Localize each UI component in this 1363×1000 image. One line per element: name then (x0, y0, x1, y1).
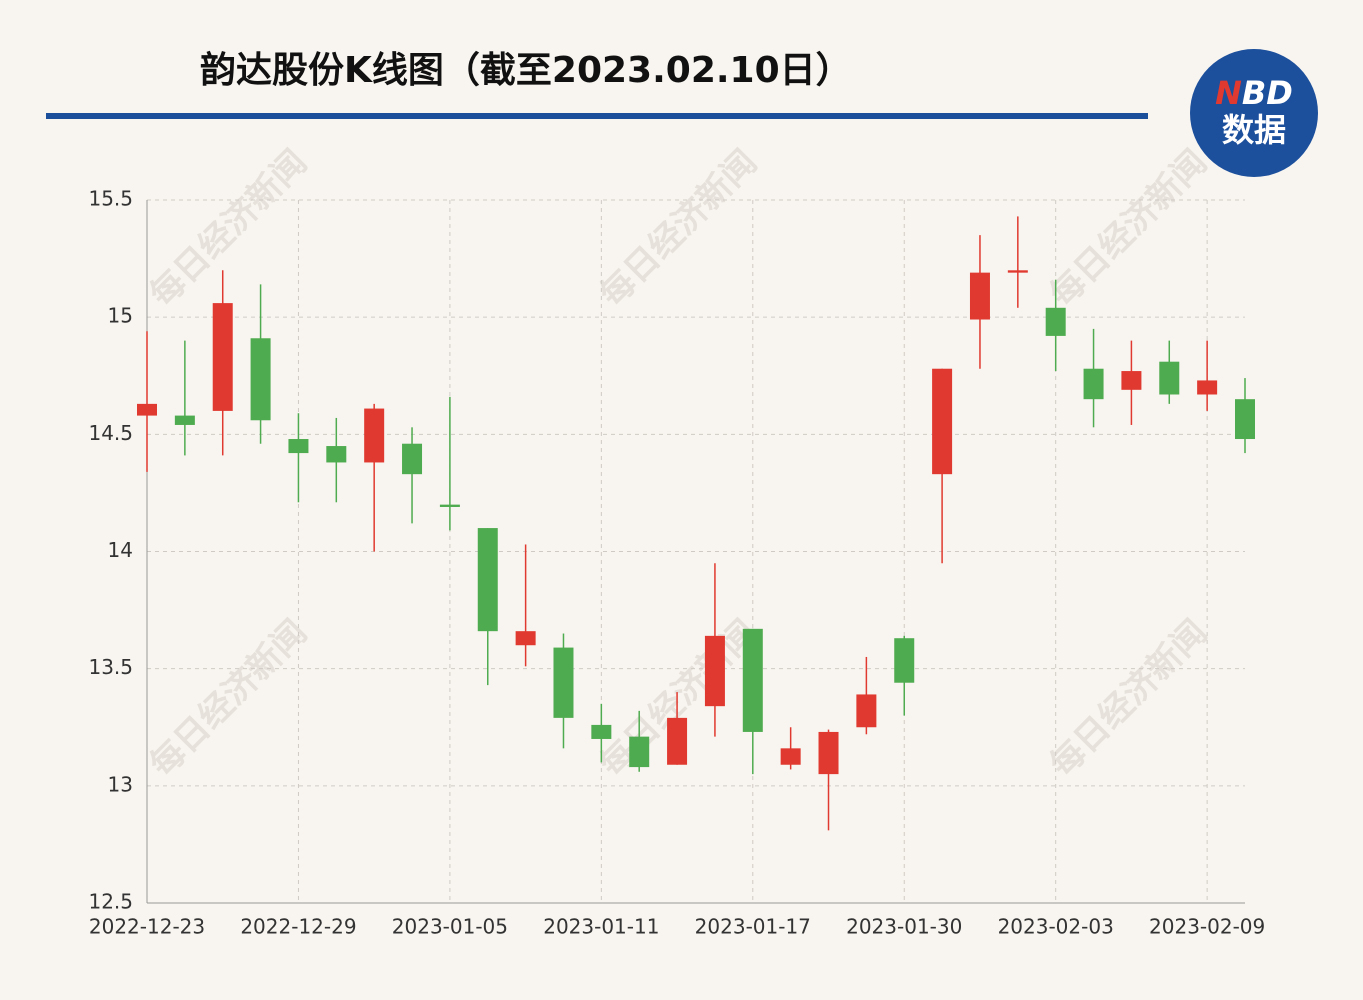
candle-body (553, 647, 574, 718)
candle-body (969, 272, 990, 320)
y-tick-label: 14 (108, 538, 133, 562)
candle-body (439, 504, 460, 507)
logo-sub: 数据 (1222, 111, 1286, 149)
candle-body (856, 694, 877, 728)
candle-body (1083, 368, 1104, 400)
x-tick-label: 2023-01-11 (543, 915, 659, 939)
y-tick-label: 13.5 (88, 655, 133, 679)
candle-body (932, 368, 953, 475)
candle-body (818, 731, 839, 775)
candle-body (742, 628, 763, 732)
chart-title: 韵达股份K线图（截至2023.02.10日） (200, 50, 852, 91)
y-tick-label: 14.5 (88, 421, 133, 445)
y-tick-label: 13 (108, 772, 133, 796)
y-tick-label: 15.5 (88, 187, 133, 211)
x-tick-label: 2023-01-05 (392, 915, 508, 939)
logo-n: N (1215, 74, 1242, 112)
title-rule (46, 113, 1148, 119)
candle-body (477, 528, 498, 632)
candle-body (1159, 361, 1180, 395)
candle-body (137, 403, 157, 416)
candle-body (591, 724, 612, 739)
logo-bd: BD (1242, 74, 1293, 112)
candle-body (1197, 380, 1218, 395)
logo-text: NBD (1215, 74, 1293, 112)
x-tick-label: 2023-02-09 (1149, 915, 1265, 939)
x-tick-label: 2022-12-23 (89, 915, 205, 939)
candle-body (288, 439, 309, 454)
x-tick-label: 2022-12-29 (240, 915, 356, 939)
candle-body (250, 338, 271, 421)
y-tick-label: 15 (108, 304, 133, 328)
candle-body (704, 635, 725, 707)
candle-body (780, 748, 801, 765)
x-tick-label: 2023-02-03 (998, 915, 1114, 939)
candle-body (667, 717, 688, 765)
x-tick-label: 2023-01-30 (846, 915, 962, 939)
x-tick-label: 2023-01-17 (695, 915, 811, 939)
candle-body (364, 408, 385, 463)
candle-body (1121, 371, 1142, 390)
y-tick-label: 12.5 (88, 890, 133, 914)
candle-body (1007, 270, 1028, 273)
candle-body (1235, 399, 1255, 440)
candle-body (402, 443, 423, 475)
candle-body (326, 446, 347, 463)
plot: 12.5 13 13.5 14 14.5 15 15.5 2022-12-23 2022-12-… (88, 187, 1265, 939)
candle-body (629, 736, 650, 768)
candle-body (515, 631, 536, 646)
candle-body (894, 638, 915, 683)
candle-body (1045, 307, 1066, 336)
logo-circle (1190, 49, 1318, 177)
candle-body (212, 303, 233, 411)
candle-body (174, 415, 195, 425)
